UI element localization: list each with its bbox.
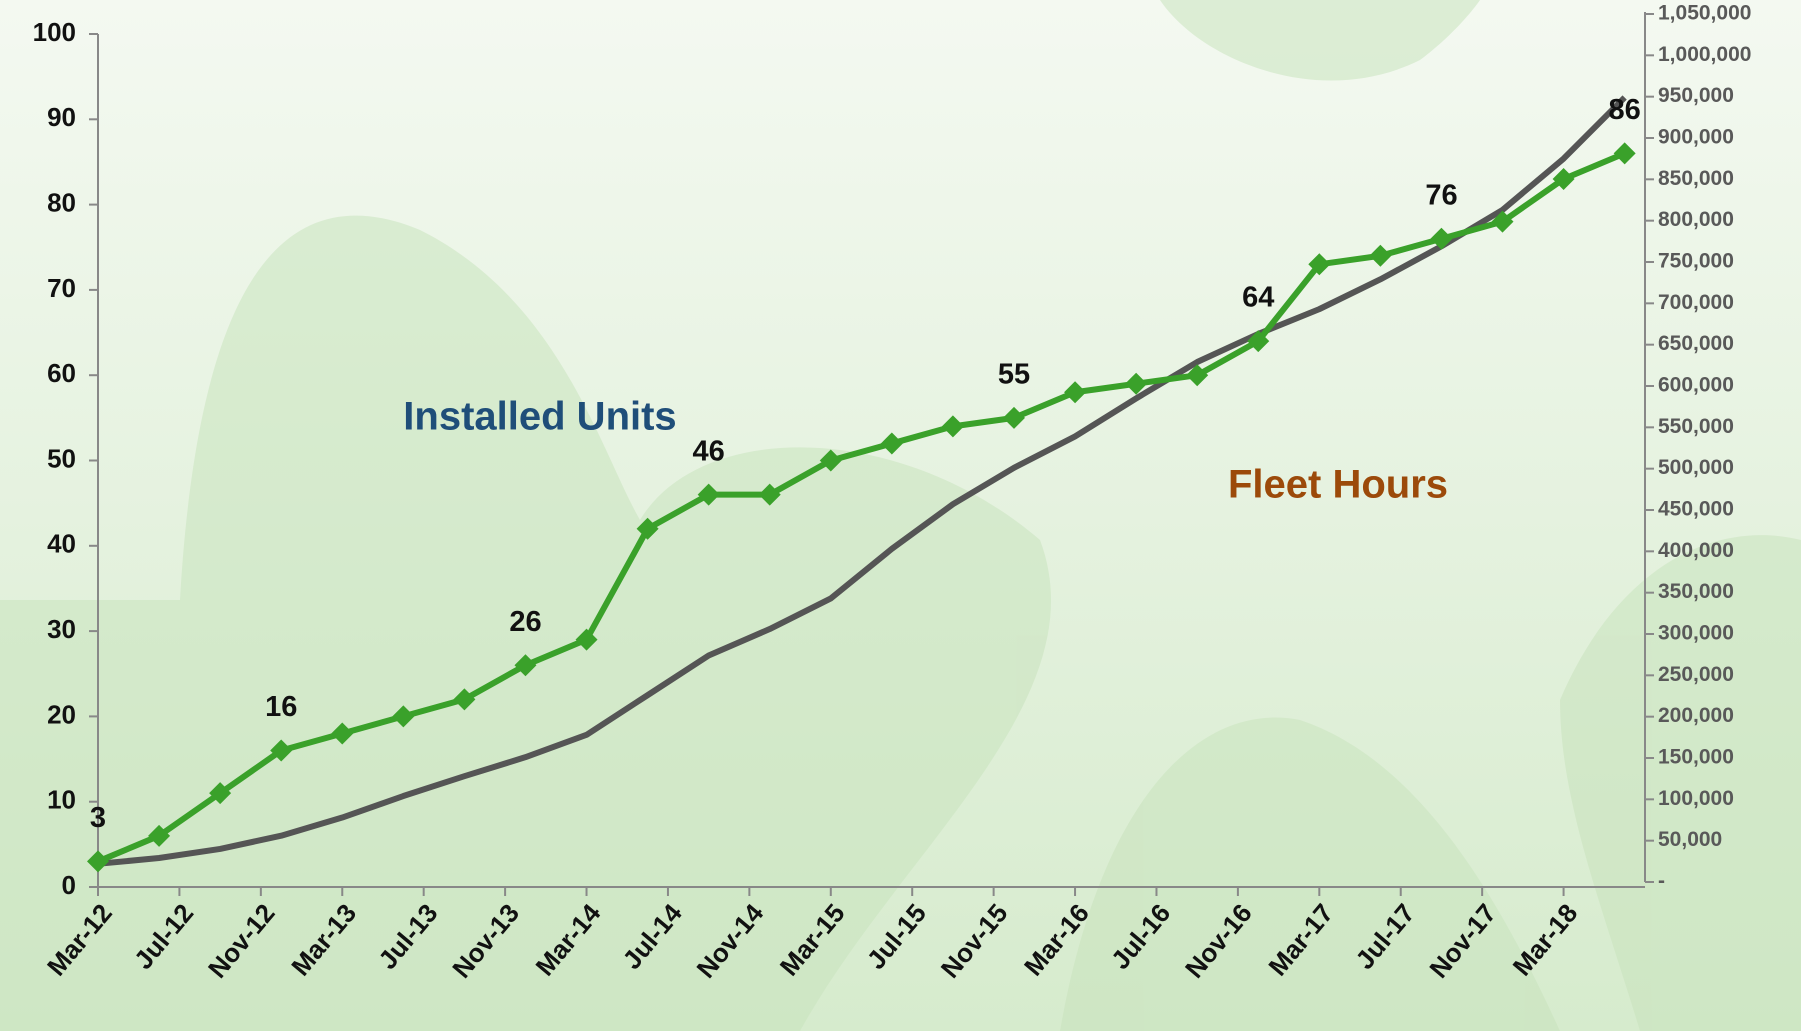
y2-tick-label: 1,000,000: [1658, 43, 1751, 66]
data-label: 86: [1609, 94, 1641, 126]
y2-tick-label: 650,000: [1658, 332, 1734, 355]
series-name: Installed Units: [403, 395, 676, 439]
data-label: 16: [265, 691, 297, 723]
y2-tick-label: 200,000: [1658, 704, 1734, 727]
y2-tick-label: 1,050,000: [1658, 2, 1751, 25]
y-tick-label: 30: [47, 614, 76, 644]
y2-tick-label: 350,000: [1658, 580, 1734, 603]
y2-tick-label: 900,000: [1658, 126, 1734, 149]
y-tick-label: 20: [47, 699, 76, 729]
y2-tick-label: 550,000: [1658, 415, 1734, 438]
y2-tick-label: 400,000: [1658, 539, 1734, 562]
y2-tick-label: 850,000: [1658, 167, 1734, 190]
y2-tick-label: 600,000: [1658, 374, 1734, 397]
y2-tick-label: 750,000: [1658, 250, 1734, 273]
y2-tick-label: 250,000: [1658, 663, 1734, 686]
data-label: 26: [509, 606, 541, 638]
y-tick-label: 40: [47, 529, 76, 559]
y-tick-label: 100: [33, 17, 76, 47]
y2-tick-label: 700,000: [1658, 291, 1734, 314]
y2-tick-label: 300,000: [1658, 622, 1734, 645]
y-tick-label: 0: [62, 870, 76, 900]
y-tick-label: 50: [47, 443, 76, 473]
y2-tick-label: 950,000: [1658, 84, 1734, 107]
series-name: Fleet Hours: [1228, 463, 1448, 507]
y2-tick-label: 450,000: [1658, 498, 1734, 521]
y2-tick-label: 800,000: [1658, 208, 1734, 231]
y-tick-label: 70: [47, 273, 76, 303]
data-label: 46: [693, 435, 725, 467]
data-label: 55: [998, 359, 1030, 391]
y-tick-label: 60: [47, 358, 76, 388]
y2-tick-label: 50,000: [1658, 828, 1722, 851]
y-tick-label: 80: [47, 187, 76, 217]
y2-tick-label: 100,000: [1658, 787, 1734, 810]
data-label: 3: [90, 802, 106, 834]
y2-tick-label: 150,000: [1658, 746, 1734, 769]
y2-tick-label: -: [1658, 870, 1665, 893]
data-label: 76: [1425, 179, 1457, 211]
y-tick-label: 90: [47, 102, 76, 132]
y2-tick-label: 500,000: [1658, 456, 1734, 479]
chart: 0 10 20 30 40 50 60 70 80 90 100 - 50,000 100,000 150,…: [0, 0, 1801, 1031]
y-tick-label: 10: [47, 785, 76, 815]
data-label: 64: [1242, 282, 1274, 314]
